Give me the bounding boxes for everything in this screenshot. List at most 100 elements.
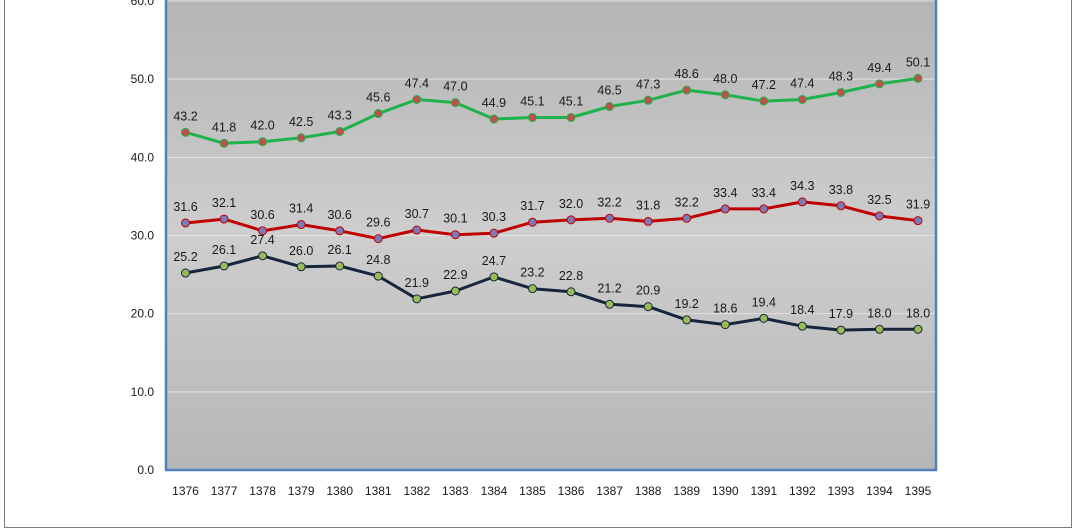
data-point [258,251,268,261]
data-point [759,313,769,323]
series-line [185,76,919,145]
x-tick-label: 1376 [172,484,199,498]
x-tick-label: 1385 [519,484,546,498]
data-label: 32.2 [675,195,699,209]
data-label: 21.9 [405,276,429,290]
line-chart: 0.0 10.0 20.0 30.0 40.0 50.0 60.0 1376 1377 1378… [131,0,938,498]
data-point [335,226,345,236]
data-label: 32.1 [212,196,236,210]
series-3: 25.2 26.1 27.4 26.0 26.1 24.8 21.9 22.9 24.7 23.2… [173,233,930,335]
data-label: 31.7 [520,199,544,213]
data-point [836,201,846,211]
data-point [605,213,615,223]
data-point [913,216,923,226]
data-point [874,79,884,89]
data-point [489,114,499,124]
data-label: 47.2 [752,78,776,92]
data-label: 47.0 [443,80,467,94]
x-tick-label: 1391 [750,484,777,498]
x-tick-label: 1382 [403,484,430,498]
data-point [219,138,229,148]
plot-border [164,0,938,472]
data-label: 49.4 [867,61,891,75]
data-label: 26.1 [328,243,352,257]
data-label: 19.2 [675,297,699,311]
data-point [797,94,807,104]
series-2: 31.6 32.1 30.6 31.4 30.6 29.6 30.7 30.1 30.3 31.7… [173,179,930,244]
data-point [489,272,499,282]
x-tick-label: 1380 [326,484,353,498]
data-label: 48.3 [829,69,853,83]
data-point [258,226,268,236]
data-label: 43.3 [328,109,352,123]
data-label: 47.3 [636,77,660,91]
y-tick-label: 0.0 [137,463,154,477]
series-group: 43.2 41.8 42.0 42.5 43.3 45.6 47.4 47.0 44.9 45.1… [173,55,930,335]
data-label: 18.4 [790,303,814,317]
data-label: 30.1 [443,212,467,226]
data-label: 45.6 [366,91,390,105]
data-label: 46.5 [597,84,621,98]
data-label: 30.3 [482,210,506,224]
data-point [258,137,268,147]
data-label: 23.2 [520,266,544,280]
data-point [296,220,306,230]
data-label: 24.7 [482,254,506,268]
data-point [296,133,306,143]
y-tick-label: 60.0 [131,0,155,8]
data-label: 17.9 [829,307,853,321]
x-tick-label: 1381 [365,484,392,498]
data-label: 33.8 [829,183,853,197]
series-line [185,200,919,241]
data-point [566,215,576,225]
data-point [412,94,422,104]
data-point [836,325,846,335]
data-point [373,234,383,244]
data-label: 19.4 [752,295,776,309]
data-point [605,299,615,309]
data-label: 48.0 [713,72,737,86]
data-point [335,261,345,271]
data-label: 32.0 [559,197,583,211]
data-label: 44.9 [482,96,506,110]
x-axis: 1376 1377 1378 1379 1380 1381 1382 1383 1384 1385… [172,484,932,498]
data-point [759,96,769,106]
data-point [913,324,923,334]
data-label: 30.7 [405,207,429,221]
data-label: 26.0 [289,244,313,258]
x-tick-label: 1386 [558,484,585,498]
data-point [412,294,422,304]
data-label: 33.4 [752,186,776,200]
data-point [527,284,537,294]
data-label: 22.9 [443,268,467,282]
data-label: 30.6 [328,208,352,222]
data-label: 27.4 [250,233,274,247]
data-point [181,218,190,228]
data-point [450,230,460,240]
data-point [720,204,730,214]
data-point [412,225,422,235]
data-point [797,197,807,207]
data-label: 20.9 [636,284,660,298]
data-point [335,127,345,137]
data-label: 18.6 [713,302,737,316]
data-point [913,73,923,83]
data-point [373,271,383,281]
x-tick-label: 1394 [866,484,893,498]
data-point [181,268,190,278]
data-point [682,85,692,95]
data-point [759,204,769,214]
data-point [797,321,807,331]
data-label: 42.0 [250,119,274,133]
data-point [566,112,576,122]
x-tick-label: 1378 [249,484,276,498]
y-tick-label: 20.0 [131,307,155,321]
data-point [682,213,692,223]
data-label: 45.1 [559,94,583,108]
data-point [643,302,653,312]
x-tick-label: 1392 [789,484,816,498]
y-tick-label: 30.0 [131,229,155,243]
data-point [219,214,229,224]
x-tick-label: 1387 [596,484,623,498]
data-point [720,320,730,330]
